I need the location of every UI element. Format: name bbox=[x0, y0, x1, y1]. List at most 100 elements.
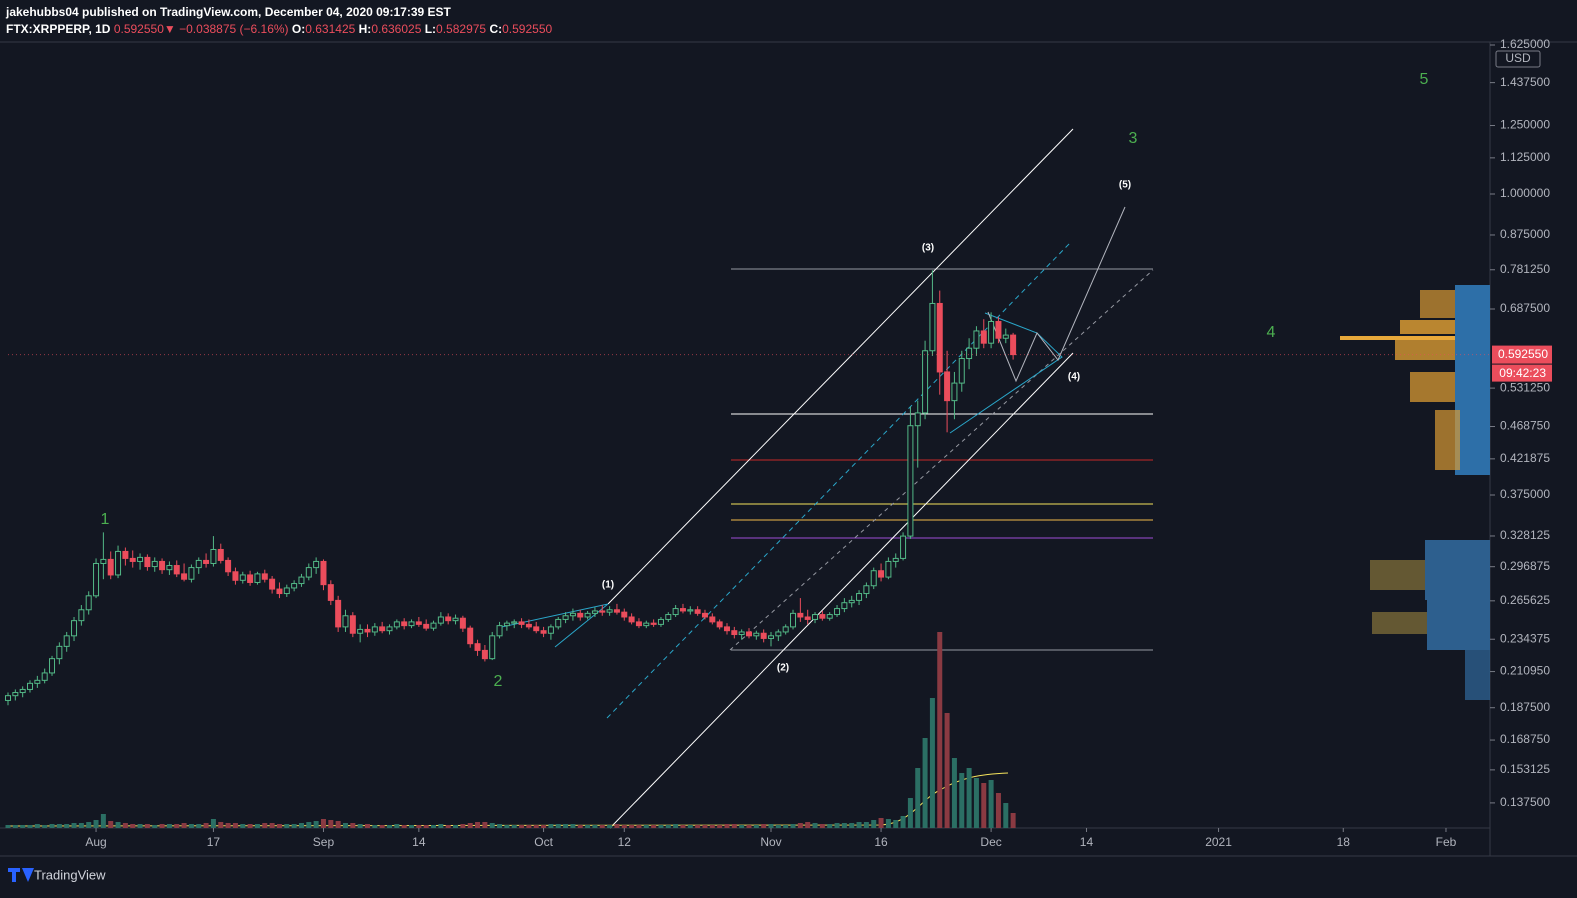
volume-bar bbox=[643, 825, 649, 828]
volume-bar bbox=[709, 825, 715, 828]
candle-body bbox=[151, 560, 158, 568]
volume-bar bbox=[863, 822, 869, 828]
volume-bar bbox=[27, 825, 33, 828]
candle-body bbox=[430, 622, 437, 629]
candle-body bbox=[305, 567, 312, 578]
volume-bar bbox=[805, 822, 811, 828]
candle-body bbox=[5, 695, 11, 701]
volume-bar bbox=[364, 824, 370, 828]
y-tick-label: 0.468750 bbox=[1500, 419, 1550, 433]
candle-body bbox=[914, 412, 921, 427]
channel-line bbox=[609, 352, 1074, 829]
volume-bar bbox=[673, 824, 679, 828]
candle-body bbox=[445, 616, 452, 622]
candle-body bbox=[841, 602, 848, 610]
candle-body bbox=[848, 599, 855, 604]
profile-bar bbox=[1410, 372, 1455, 402]
y-tick-label: 0.210950 bbox=[1500, 664, 1550, 678]
volume-bar bbox=[372, 825, 378, 828]
volume-bar bbox=[130, 824, 136, 828]
volume-bar bbox=[313, 821, 319, 828]
low: 0.582975 bbox=[436, 22, 487, 36]
high: 0.636025 bbox=[371, 22, 422, 36]
volume-bar bbox=[871, 820, 877, 828]
volume-bar bbox=[533, 825, 539, 828]
volume-bar bbox=[555, 824, 561, 828]
candle-body bbox=[606, 609, 613, 613]
subwave-label: (4) bbox=[1068, 372, 1080, 383]
candle-body bbox=[922, 350, 929, 414]
volume-bar bbox=[746, 825, 752, 828]
y-tick-label: 1.250000 bbox=[1500, 118, 1550, 132]
candle-body bbox=[481, 649, 488, 660]
candle-body bbox=[283, 587, 290, 595]
volume-bar bbox=[115, 822, 121, 828]
profile-bar bbox=[1465, 650, 1490, 700]
candle-body bbox=[327, 584, 334, 601]
profile-bar bbox=[1340, 336, 1490, 340]
candle-body bbox=[247, 574, 254, 583]
candle-body bbox=[738, 631, 745, 636]
candle-body bbox=[173, 565, 180, 575]
volume-bar bbox=[695, 825, 701, 828]
candle-body bbox=[900, 535, 907, 559]
candle-body bbox=[657, 618, 664, 625]
candle-body bbox=[768, 635, 775, 639]
x-tick-label: 18 bbox=[1337, 835, 1351, 849]
y-tick-label: 0.234375 bbox=[1500, 631, 1550, 645]
candle-body bbox=[27, 682, 34, 690]
candle-body bbox=[812, 614, 819, 620]
candle-body bbox=[379, 626, 386, 632]
volume-bar bbox=[159, 824, 165, 828]
candle-body bbox=[694, 609, 701, 614]
candle-body bbox=[85, 595, 92, 611]
candle-body bbox=[19, 688, 26, 694]
candle-body bbox=[217, 548, 224, 561]
volume-bar bbox=[944, 713, 950, 828]
candle-body bbox=[386, 626, 393, 632]
candle-body bbox=[137, 556, 144, 562]
volume-bar bbox=[783, 825, 789, 828]
candle-body bbox=[988, 321, 995, 344]
x-tick-label: Dec bbox=[980, 835, 1001, 849]
candle-body bbox=[1010, 334, 1017, 356]
volume-bar bbox=[775, 825, 781, 828]
volume-bar bbox=[856, 822, 862, 828]
candle-body bbox=[261, 573, 268, 580]
l-label: L: bbox=[424, 22, 437, 36]
y-tick-label: 0.187500 bbox=[1500, 700, 1550, 714]
volume-bar bbox=[342, 823, 348, 828]
candle-body bbox=[797, 612, 804, 618]
x-tick-label: Nov bbox=[760, 835, 781, 849]
candle-body bbox=[790, 612, 797, 628]
profile-bar bbox=[1395, 340, 1455, 360]
volume-bar bbox=[210, 819, 216, 828]
volume-bar bbox=[482, 822, 488, 828]
candle-body bbox=[892, 557, 899, 562]
volume-bar bbox=[981, 783, 987, 828]
volume-bar bbox=[937, 632, 943, 828]
ohlc-line: FTX:XRPPERP, 1D 0.592550▼ −0.038875 (−6.… bbox=[6, 21, 552, 38]
volume-bar bbox=[797, 823, 803, 828]
volume-bar bbox=[702, 825, 708, 828]
volume-bar bbox=[225, 823, 231, 828]
volume-bar bbox=[959, 773, 965, 828]
volume-profile bbox=[1340, 285, 1490, 700]
candle-body bbox=[826, 614, 833, 619]
volume-bar bbox=[577, 825, 583, 828]
volume-bar bbox=[570, 824, 576, 828]
candle-body bbox=[423, 623, 430, 629]
volume-bar bbox=[724, 824, 730, 828]
volume-bar bbox=[548, 824, 554, 828]
candle-body bbox=[276, 588, 283, 595]
volume-bar bbox=[174, 824, 180, 828]
c-label: C: bbox=[489, 22, 503, 36]
wave-label: 5 bbox=[1420, 71, 1429, 88]
candle-body bbox=[834, 608, 841, 616]
last-price: 0.592550 bbox=[113, 22, 164, 36]
volume-bar bbox=[849, 823, 855, 828]
volume-bar bbox=[100, 814, 106, 828]
volume-bar bbox=[665, 825, 671, 828]
volume-bar bbox=[453, 825, 459, 828]
symbol: FTX:XRPPERP, 1D bbox=[6, 22, 111, 36]
